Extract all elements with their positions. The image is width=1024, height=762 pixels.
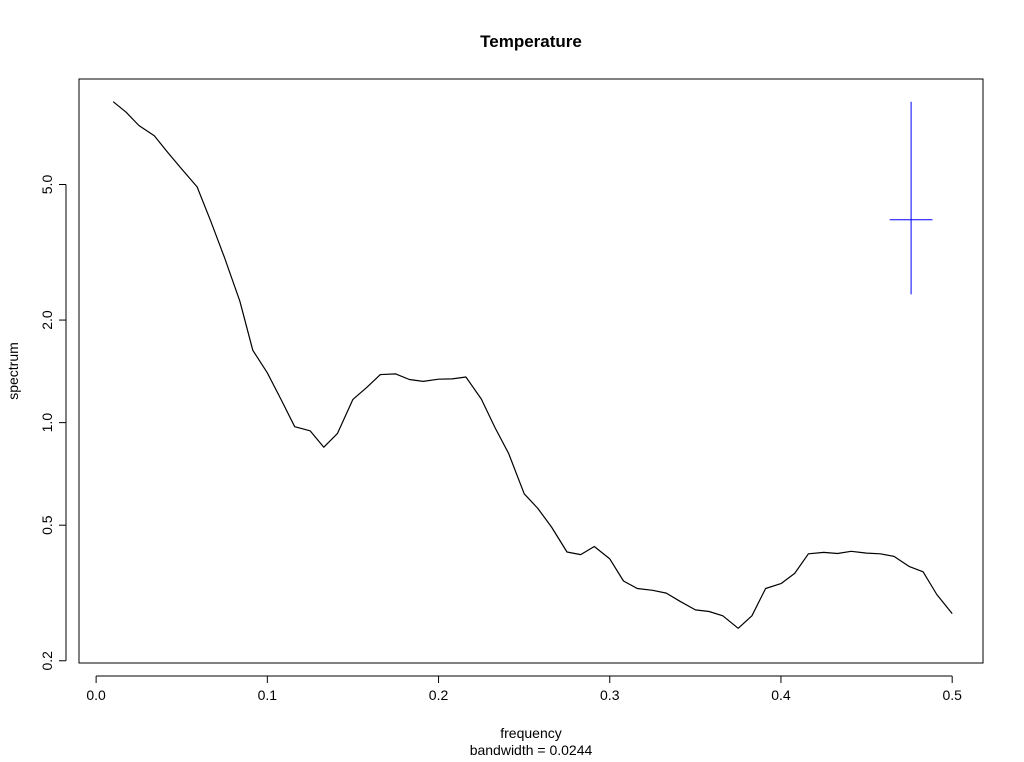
x-tick-label: 0.1 (258, 687, 278, 703)
x-axis: 0.0 0.1 0.2 0.3 0.4 0.5 (86, 675, 962, 703)
y-tick-label: 2.0 (39, 310, 55, 330)
y-tick-label: 0.2 (39, 651, 55, 671)
x-tick-label: 0.3 (600, 687, 620, 703)
bandwidth-label: bandwidth = 0.0244 (470, 742, 593, 758)
y-tick-label: 0.5 (39, 515, 55, 535)
y-axis-label: spectrum (5, 342, 21, 400)
x-axis-label: frequency (500, 725, 561, 741)
plot-area (78, 78, 984, 664)
x-tick-label: 0.5 (942, 687, 962, 703)
x-tick-label: 0.0 (86, 687, 106, 703)
series-layer (112, 101, 953, 629)
spectrum-line (112, 101, 953, 629)
confidence-marker (889, 101, 933, 295)
y-tick-label: 5.0 (39, 175, 55, 195)
y-axis: 0.2 0.5 1.0 2.0 5.0 (39, 175, 67, 671)
chart-title: Temperature (480, 32, 582, 51)
y-tick-label: 1.0 (39, 413, 55, 433)
x-tick-label: 0.2 (429, 687, 449, 703)
x-tick-label: 0.4 (771, 687, 791, 703)
